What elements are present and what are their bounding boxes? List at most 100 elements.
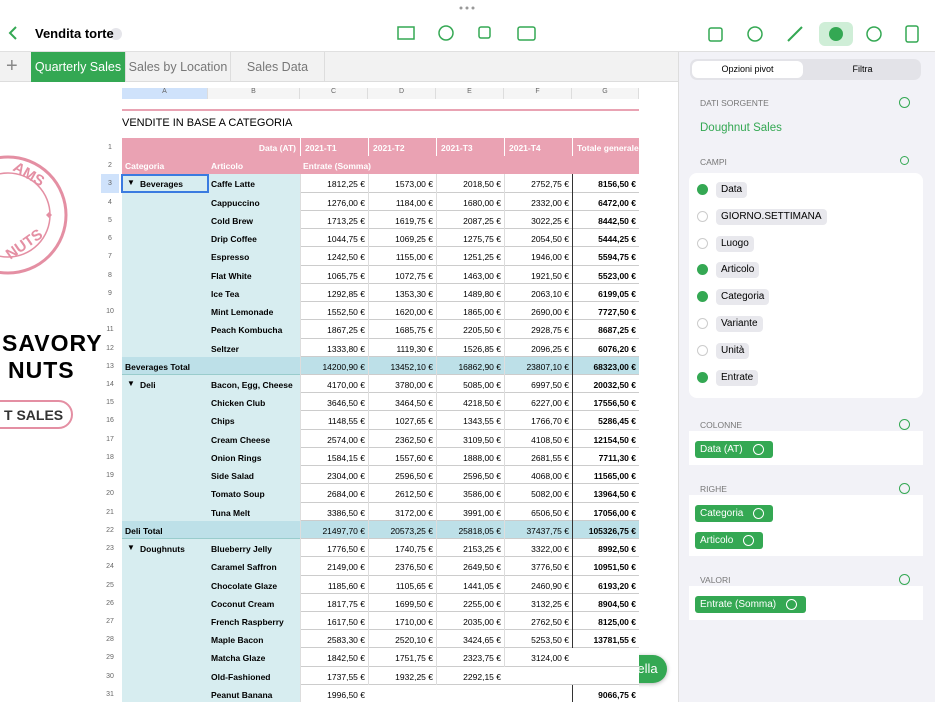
value-cell: 1065,75 € xyxy=(300,265,368,284)
add-sheet[interactable]: + xyxy=(6,55,18,77)
value-cell: 2762,50 € xyxy=(504,611,572,631)
more-button[interactable] xyxy=(899,574,910,585)
field-pill[interactable]: Articolo xyxy=(716,262,760,279)
field-pill[interactable]: Entrate (Somma) xyxy=(695,596,807,613)
value-cell: 3464,50 € xyxy=(368,393,436,412)
row-bg xyxy=(122,265,301,284)
value-cell: 14200,90 € xyxy=(300,356,368,375)
info-icon[interactable] xyxy=(753,444,764,455)
value-cell: 2583,30 € xyxy=(300,630,368,649)
field-pill[interactable]: GIORNO.SETTIMANA xyxy=(716,208,827,225)
item-cell: Old-Fashioned xyxy=(211,671,271,682)
header-cell: Data (AT) xyxy=(258,143,296,153)
value-cell: 6506,50 € xyxy=(504,502,572,521)
fields-card xyxy=(689,173,923,398)
value-cell: 1557,60 € xyxy=(368,447,436,467)
value-cell: 1699,50 € xyxy=(368,593,436,612)
field-pill[interactable]: Variante xyxy=(716,316,763,332)
back-icon[interactable] xyxy=(8,26,17,40)
value-cell: 1072,75 € xyxy=(368,265,436,284)
row-bg xyxy=(122,411,301,430)
sheet-tab[interactable]: Sales Data xyxy=(231,52,325,82)
value-cell: 12154,50 € xyxy=(572,429,639,448)
value-cell: 5286,45 € xyxy=(572,411,639,430)
cta-button[interactable]: T SALES xyxy=(0,400,73,429)
shape-icon[interactable] xyxy=(478,26,491,39)
value-cell: 1105,65 € xyxy=(368,575,436,594)
field-pill[interactable]: Unità xyxy=(716,342,750,359)
field-pill[interactable]: Categoria xyxy=(716,289,770,306)
value-cell: 4108,50 € xyxy=(504,429,572,448)
field-pill[interactable]: Luogo xyxy=(716,235,754,252)
column-header: E xyxy=(436,88,504,99)
value-cell: 1489,80 € xyxy=(436,283,504,303)
panel-tab[interactable]: Opzioni pivot xyxy=(692,61,803,78)
undo-icon[interactable] xyxy=(747,26,763,42)
value-cell: 2096,25 € xyxy=(504,338,572,357)
value-cell: 2684,00 € xyxy=(300,484,368,503)
row-bg xyxy=(122,338,301,357)
value-cell: 5444,25 € xyxy=(572,229,639,248)
value-cell: 2690,00 € xyxy=(504,302,572,321)
field-check[interactable] xyxy=(697,371,708,383)
info-icon[interactable] xyxy=(786,599,797,610)
row-bg xyxy=(122,429,301,448)
value-cell: 1817,75 € xyxy=(300,593,368,612)
field-check[interactable] xyxy=(697,210,708,222)
value-cell: 6227,00 € xyxy=(504,393,572,412)
item-cell: Mint Lemonade xyxy=(211,307,274,318)
value-cell: 5085,00 € xyxy=(436,374,504,394)
row-number: 10 xyxy=(106,308,114,316)
row-number: 29 xyxy=(106,654,114,662)
row-number: 5 xyxy=(108,216,112,224)
field-check[interactable] xyxy=(697,264,708,276)
field-check[interactable] xyxy=(697,344,708,356)
field-check[interactable] xyxy=(697,291,708,303)
header-cell: 2021-T4 xyxy=(504,138,572,157)
field-check[interactable] xyxy=(697,184,708,195)
row-number: 2 xyxy=(108,162,112,170)
doc-icon[interactable] xyxy=(905,25,919,43)
field-check[interactable] xyxy=(697,318,708,329)
field-pill[interactable]: Data xyxy=(716,182,748,198)
share-icon[interactable] xyxy=(708,27,723,42)
value-cell: 3991,00 € xyxy=(436,502,504,521)
format-icon[interactable] xyxy=(787,26,803,42)
value-cell: 2332,00 € xyxy=(504,192,572,211)
value-cell: 2149,00 € xyxy=(300,557,368,576)
value-cell: 2054,50 € xyxy=(504,229,572,248)
row-bg xyxy=(122,283,301,303)
media-icon[interactable] xyxy=(517,26,536,41)
value-cell: 3022,25 € xyxy=(504,210,572,230)
sheet-tab[interactable]: Quarterly Sales xyxy=(31,52,126,82)
info-icon[interactable] xyxy=(753,508,764,519)
value-cell: 8125,00 € xyxy=(572,611,639,631)
chart-icon[interactable] xyxy=(438,25,454,41)
value-cell: 1620,00 € xyxy=(368,302,436,321)
value-cell: 2752,75 € xyxy=(504,174,572,193)
row-bg xyxy=(122,666,301,685)
value-cell: 1946,00 € xyxy=(504,247,572,266)
value-cell: 1185,60 € xyxy=(300,575,368,594)
search-icon[interactable] xyxy=(900,156,909,165)
field-pill[interactable]: Entrate xyxy=(716,369,759,386)
value-cell: 1865,00 € xyxy=(436,302,504,321)
sheet-tab[interactable]: Sales by Location xyxy=(126,52,231,82)
doc-title[interactable]: Vendita torte xyxy=(35,26,114,41)
more-icon[interactable] xyxy=(866,26,882,42)
more-button[interactable] xyxy=(899,419,910,430)
row-number: 19 xyxy=(106,472,114,480)
row-number: 17 xyxy=(106,435,114,443)
total-label: Deli Total xyxy=(125,525,163,536)
panel-tab[interactable]: Filtra xyxy=(852,64,873,74)
value-cell: 1275,75 € xyxy=(436,229,504,248)
row-number: 7 xyxy=(108,253,112,261)
value-cell: 1776,50 € xyxy=(300,539,368,558)
more-button[interactable] xyxy=(899,97,910,108)
info-icon[interactable] xyxy=(743,535,754,546)
value-cell: 1069,25 € xyxy=(368,229,436,248)
table-icon[interactable] xyxy=(397,26,415,40)
title-menu[interactable] xyxy=(110,28,122,40)
field-check[interactable] xyxy=(697,237,708,249)
more-button[interactable] xyxy=(899,483,910,494)
